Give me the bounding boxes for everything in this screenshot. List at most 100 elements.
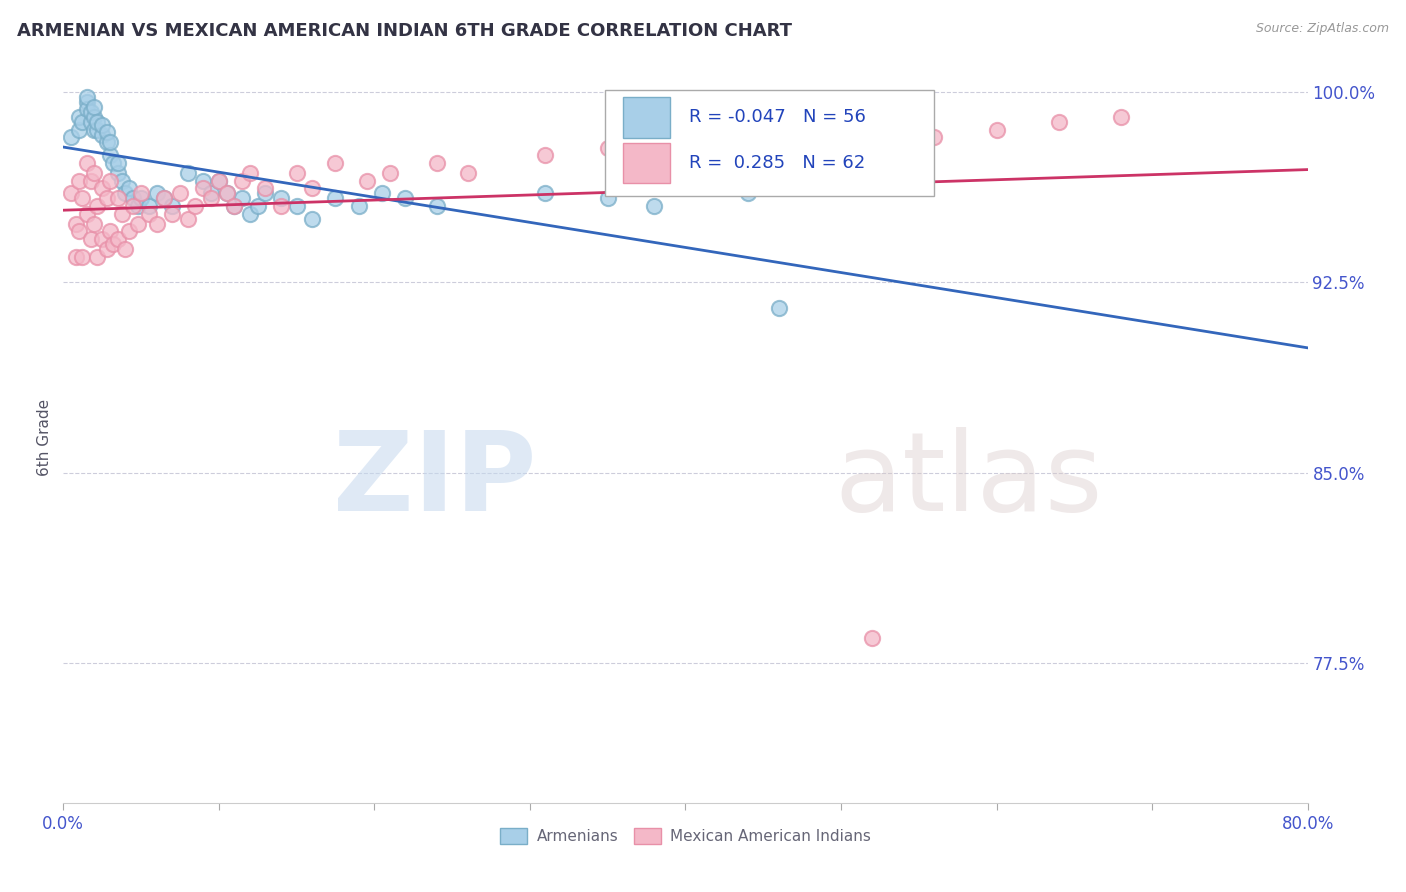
- Text: R =  0.285   N = 62: R = 0.285 N = 62: [689, 153, 866, 172]
- Point: [325, 191, 347, 205]
- Point: [596, 191, 619, 205]
- Point: [122, 199, 145, 213]
- Point: [80, 173, 103, 187]
- Point: [86, 115, 108, 129]
- Point: [83, 166, 105, 180]
- Point: [457, 166, 479, 180]
- Point: [70, 115, 93, 129]
- Text: atlas: atlas: [835, 427, 1104, 534]
- Point: [67, 224, 90, 238]
- Point: [114, 242, 136, 256]
- Point: [76, 95, 98, 109]
- Point: [426, 156, 449, 170]
- Point: [200, 186, 222, 201]
- Point: [67, 173, 90, 187]
- Point: [301, 211, 323, 226]
- Point: [129, 186, 152, 201]
- Point: [83, 217, 105, 231]
- Point: [145, 217, 167, 231]
- Point: [231, 173, 253, 187]
- Text: ARMENIAN VS MEXICAN AMERICAN INDIAN 6TH GRADE CORRELATION CHART: ARMENIAN VS MEXICAN AMERICAN INDIAN 6TH …: [17, 22, 792, 40]
- Point: [193, 173, 215, 187]
- Bar: [623, 97, 671, 137]
- Text: Source: ZipAtlas.com: Source: ZipAtlas.com: [1256, 22, 1389, 36]
- Point: [129, 191, 152, 205]
- Point: [67, 110, 90, 124]
- Point: [643, 199, 665, 213]
- Point: [145, 186, 167, 201]
- Point: [127, 217, 149, 231]
- Point: [60, 130, 83, 145]
- Point: [239, 166, 262, 180]
- Point: [153, 191, 176, 205]
- Point: [768, 301, 790, 315]
- Point: [60, 186, 83, 201]
- Y-axis label: 6th Grade: 6th Grade: [37, 399, 52, 475]
- Point: [76, 156, 98, 170]
- FancyBboxPatch shape: [605, 90, 935, 195]
- Point: [80, 115, 103, 129]
- Point: [111, 206, 134, 220]
- Point: [98, 136, 121, 150]
- Point: [160, 199, 183, 213]
- Point: [285, 199, 308, 213]
- Point: [394, 191, 416, 205]
- Point: [596, 140, 619, 154]
- Point: [86, 122, 108, 136]
- Point: [177, 211, 200, 226]
- Point: [924, 130, 946, 145]
- Point: [86, 250, 108, 264]
- Point: [83, 100, 105, 114]
- Point: [426, 199, 449, 213]
- Point: [768, 136, 790, 150]
- Point: [534, 148, 557, 162]
- Point: [208, 173, 231, 187]
- Point: [111, 173, 134, 187]
- Point: [107, 166, 129, 180]
- Point: [76, 206, 98, 220]
- Point: [153, 191, 176, 205]
- Point: [200, 191, 222, 205]
- Point: [114, 186, 136, 201]
- Point: [107, 191, 129, 205]
- Point: [246, 199, 269, 213]
- Point: [860, 631, 883, 645]
- Point: [83, 110, 105, 124]
- Point: [91, 232, 114, 246]
- Legend: Armenians, Mexican American Indians: Armenians, Mexican American Indians: [494, 822, 877, 850]
- Point: [378, 166, 401, 180]
- Point: [231, 191, 253, 205]
- Point: [160, 206, 183, 220]
- Point: [96, 125, 118, 139]
- Point: [91, 128, 114, 142]
- Point: [371, 186, 394, 201]
- Point: [184, 199, 207, 213]
- Point: [215, 186, 238, 201]
- Point: [325, 156, 347, 170]
- Point: [107, 232, 129, 246]
- Point: [270, 199, 292, 213]
- Point: [70, 191, 93, 205]
- Point: [80, 232, 103, 246]
- Point: [107, 156, 129, 170]
- Point: [285, 166, 308, 180]
- Point: [215, 186, 238, 201]
- Point: [208, 173, 231, 187]
- Point: [239, 206, 262, 220]
- Point: [117, 224, 139, 238]
- Point: [254, 186, 277, 201]
- Point: [86, 199, 108, 213]
- Point: [193, 181, 215, 195]
- Point: [96, 136, 118, 150]
- Point: [138, 199, 160, 213]
- Point: [67, 122, 90, 136]
- Point: [76, 103, 98, 117]
- Text: ZIP: ZIP: [333, 427, 536, 534]
- Point: [80, 105, 103, 120]
- Point: [127, 199, 149, 213]
- Point: [65, 250, 87, 264]
- Point: [96, 242, 118, 256]
- Point: [254, 181, 277, 195]
- Point: [91, 118, 114, 132]
- Point: [534, 186, 557, 201]
